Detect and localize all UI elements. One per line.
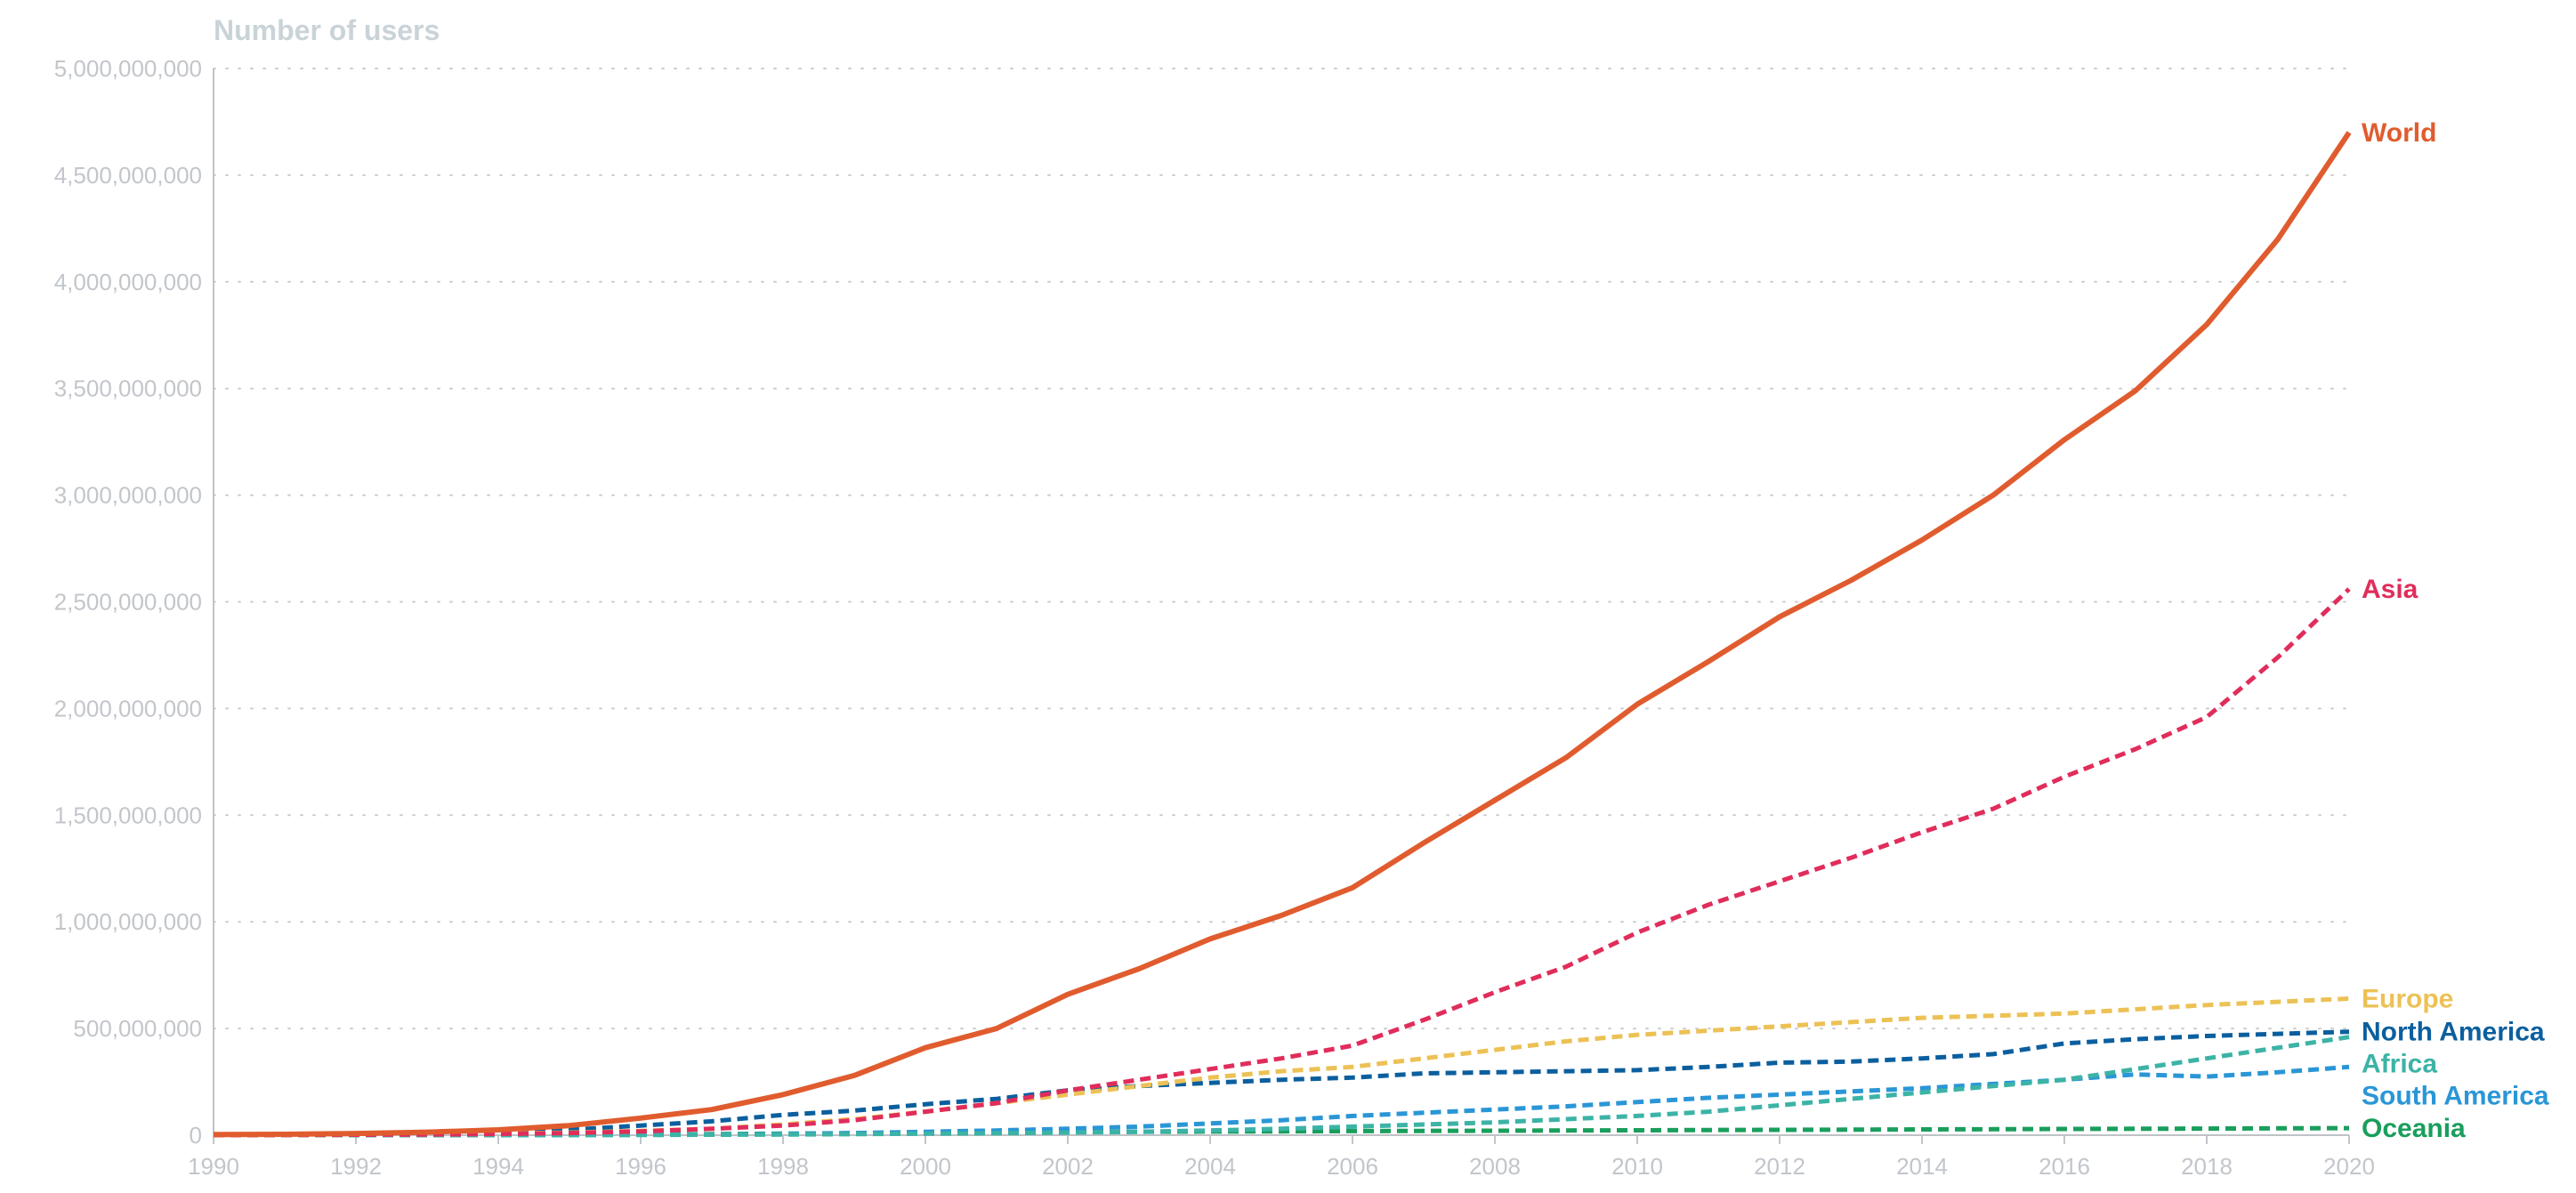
x-tick-label: 2016 [2039,1153,2090,1180]
y-tick-label: 4,500,000,000 [54,162,202,189]
x-tick-label: 2014 [1896,1153,1948,1180]
x-tick-label: 2002 [1042,1153,1094,1180]
series-label-asia: Asia [2362,575,2419,604]
x-tick-label: 2000 [900,1153,951,1180]
series-line-asia [213,587,2351,1138]
y-tick-label: 3,500,000,000 [54,375,202,402]
y-tick-label: 1,000,000,000 [54,908,202,935]
series-lines [213,131,2352,1138]
x-tick-label: 1998 [757,1153,809,1180]
x-tick-label: 2012 [1754,1153,1805,1180]
y-tick-label: 4,000,000,000 [54,269,202,295]
x-tick-label: 1996 [615,1153,666,1180]
series-label-north-america: North America [2362,1018,2545,1047]
series-label-europe: Europe [2362,985,2453,1014]
y-tick-label: 5,000,000,000 [54,55,202,82]
y-axis-ticks: 0 500,000,000 1,000,000,000 1,500,000,000 2,… [54,55,202,1149]
x-tick-label: 1994 [472,1153,524,1180]
y-tick-label: 1,500,000,000 [54,802,202,828]
series-line-world [213,131,2352,1138]
series-labels: World Asia Europe North America Africa South … [2362,118,2549,1143]
series-label-africa: Africa [2362,1050,2437,1079]
y-tick-label: 500,000,000 [73,1015,202,1042]
x-tick-label: 2018 [2181,1153,2233,1180]
x-tick-label: 2004 [1184,1153,1236,1180]
x-tick-label: 2010 [1611,1153,1663,1180]
y-axis-title: Number of users [214,14,440,46]
y-tick-label: 2,000,000,000 [54,695,202,721]
y-tick-label: 3,000,000,000 [54,482,202,509]
x-tick-label: 2008 [1469,1153,1521,1180]
x-tick-label: 1992 [330,1153,382,1180]
y-tick-label: 2,500,000,000 [54,589,202,616]
series-line-north-america [213,1029,2350,1137]
x-axis-ticks: 1990 1992 1994 1996 1998 2000 2002 2004 2006 2008… [188,1135,2375,1180]
x-tick-label: 1990 [188,1153,239,1180]
series-line-europe [213,996,2350,1138]
series-label-oceania: Oceania [2362,1114,2466,1143]
y-tick-label: 0 [190,1122,202,1149]
x-tick-label: 2006 [1327,1153,1378,1180]
series-line-south-america [214,1064,2350,1138]
gridlines [213,68,2350,1030]
x-tick-label: 2020 [2323,1153,2375,1180]
series-label-world: World [2362,118,2436,148]
series-label-south-america: South America [2362,1082,2549,1111]
